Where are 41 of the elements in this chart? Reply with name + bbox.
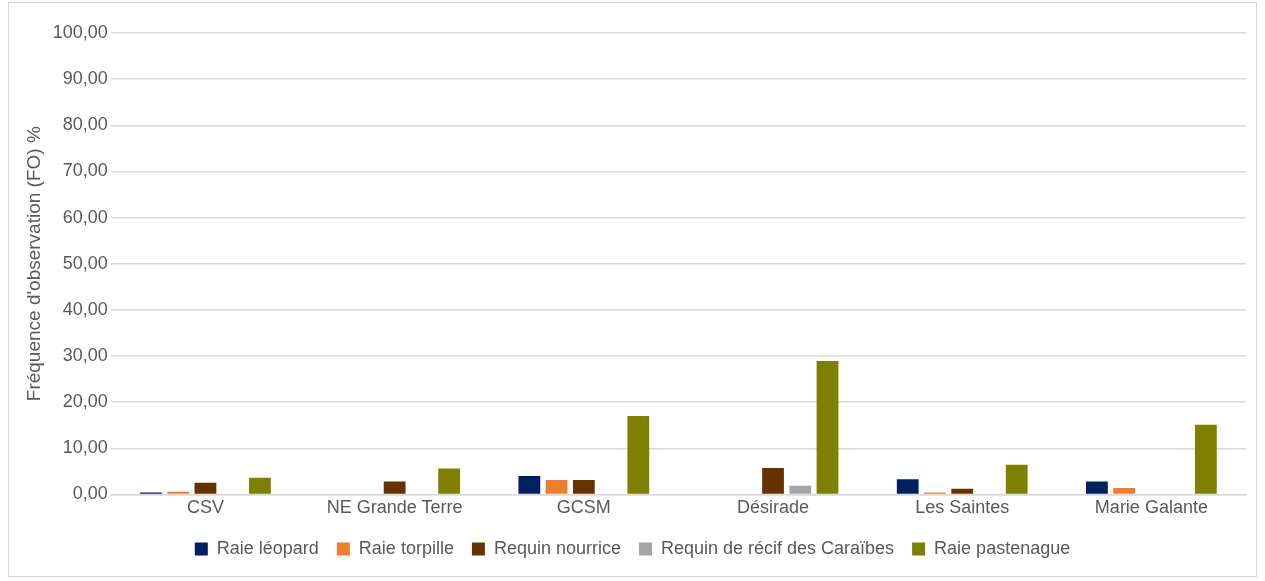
bar: [518, 475, 541, 494]
y-axis-title: Fréquence d'observation (FO) %: [22, 126, 44, 402]
bar: [627, 415, 650, 494]
bar: [194, 482, 217, 494]
bar: [762, 468, 784, 494]
legend-label: Raie torpille: [358, 537, 454, 558]
bar: [572, 480, 595, 494]
bar: [1113, 487, 1136, 494]
y-tick-label: 20,00: [62, 391, 108, 412]
y-tick-label: 60,00: [62, 206, 108, 227]
y-tick-label: 70,00: [62, 160, 108, 181]
bar: [896, 479, 919, 494]
y-tick-label: 30,00: [62, 344, 108, 365]
y-tick-label: 90,00: [62, 68, 108, 89]
bar: [1086, 481, 1108, 494]
y-tick-label: 50,00: [62, 252, 108, 273]
y-tick-label: 80,00: [62, 114, 108, 135]
legend-label: Requin de récif des Caraïbes: [660, 537, 895, 558]
y-tick-label: 40,00: [62, 298, 108, 319]
bar: [545, 480, 568, 494]
x-tick-label: Les Saintes: [915, 497, 1010, 518]
x-tick-label: Marie Galante: [1094, 497, 1208, 518]
y-tick-label: 0,00: [72, 483, 108, 504]
legend-label: Raie léopard: [216, 537, 319, 558]
x-tick-label: GCSM: [556, 497, 611, 518]
y-tick-label: 10,00: [62, 437, 108, 458]
bar: [951, 488, 974, 494]
bar: [438, 468, 461, 494]
bar: [789, 485, 812, 494]
bar: [249, 477, 271, 494]
bar: [816, 361, 839, 494]
legend-label: Raie pastenague: [934, 537, 1071, 558]
x-tick-label: Désirade: [737, 497, 810, 518]
bar: [1194, 424, 1217, 494]
x-tick-label: CSV: [186, 497, 224, 518]
x-tick-label: NE Grande Terre: [326, 497, 463, 518]
bar: [1005, 464, 1028, 494]
bar: [383, 481, 406, 494]
y-tick-label: 100,00: [52, 21, 108, 42]
bar: [167, 491, 190, 494]
legend-label: Requin nourrice: [493, 537, 621, 558]
